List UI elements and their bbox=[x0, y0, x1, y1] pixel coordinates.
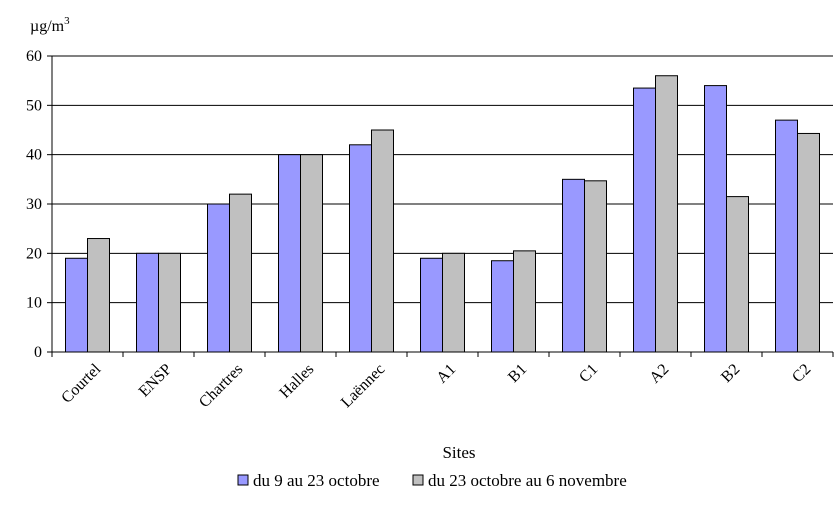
legend-swatch-series-1 bbox=[237, 474, 249, 486]
y-tick-labels: 0 10 20 30 40 50 60 bbox=[26, 48, 42, 361]
legend-label-series-1: du 9 au 23 octobre bbox=[253, 471, 380, 490]
legend-swatch-series-2 bbox=[412, 474, 424, 486]
bar-halles-series-1 bbox=[278, 154, 301, 353]
x-tick-label: Courtel bbox=[58, 360, 104, 406]
bar-a1-series-1 bbox=[420, 257, 443, 353]
bar-halles-series-2 bbox=[300, 154, 323, 353]
x-tick-label: A2 bbox=[646, 361, 672, 387]
bar-chartres-series-1 bbox=[207, 203, 230, 353]
bar-b2-series-1 bbox=[704, 85, 727, 353]
y-tick-label: 50 bbox=[26, 97, 42, 114]
y-tick-label: 40 bbox=[26, 147, 42, 164]
x-tick-labels: Courtel ENSP Chartres Halles Laënnec A1 B1 C1 A2… bbox=[58, 360, 814, 411]
y-tick-label: 20 bbox=[26, 245, 42, 262]
x-tick-label: B1 bbox=[505, 361, 530, 386]
gridlines bbox=[52, 55, 833, 304]
bar-laënnec-series-2 bbox=[371, 129, 394, 353]
x-tick-label: Chartres bbox=[196, 361, 246, 411]
bar-chartres-series-2 bbox=[229, 193, 252, 353]
bar-courtel-series-2 bbox=[87, 238, 110, 353]
bar-c1-series-2 bbox=[584, 180, 607, 353]
x-tick-label: B2 bbox=[718, 361, 743, 386]
bar-laënnec-series-1 bbox=[349, 144, 372, 353]
y-tick-label: 30 bbox=[26, 196, 42, 213]
bar-b1-series-1 bbox=[491, 260, 514, 353]
bars bbox=[65, 75, 820, 353]
bar-b2-series-2 bbox=[726, 196, 749, 353]
bar-a2-series-2 bbox=[655, 75, 678, 353]
x-tick-label: A1 bbox=[433, 361, 459, 387]
y-tick-label: 0 bbox=[34, 344, 42, 361]
bar-ensp-series-2 bbox=[158, 252, 181, 353]
legend-label-series-2: du 23 octobre au 6 novembre bbox=[428, 471, 627, 490]
bar-c1-series-1 bbox=[562, 178, 585, 353]
bar-c2-series-1 bbox=[775, 119, 798, 353]
bar-a1-series-2 bbox=[442, 252, 465, 353]
x-tick-label: C1 bbox=[576, 361, 601, 386]
x-tick-label: Laënnec bbox=[338, 361, 388, 411]
y-axis-unit-label: µg/m3 bbox=[30, 15, 70, 35]
x-tick-label: Halles bbox=[276, 361, 317, 402]
axes bbox=[47, 55, 834, 357]
bar-ensp-series-1 bbox=[136, 252, 159, 353]
bar-b1-series-2 bbox=[513, 250, 536, 353]
bar-c2-series-2 bbox=[797, 132, 820, 353]
y-tick-label: 60 bbox=[26, 48, 42, 65]
legend: du 9 au 23 octobre du 23 octobre au 6 nov… bbox=[237, 471, 627, 490]
x-axis-title: Sites bbox=[442, 443, 475, 462]
x-tick-label: ENSP bbox=[136, 361, 176, 401]
y-tick-label: 10 bbox=[26, 295, 42, 312]
bar-courtel-series-1 bbox=[65, 257, 88, 353]
x-tick-label: C2 bbox=[789, 361, 814, 386]
bar-a2-series-1 bbox=[633, 87, 656, 353]
